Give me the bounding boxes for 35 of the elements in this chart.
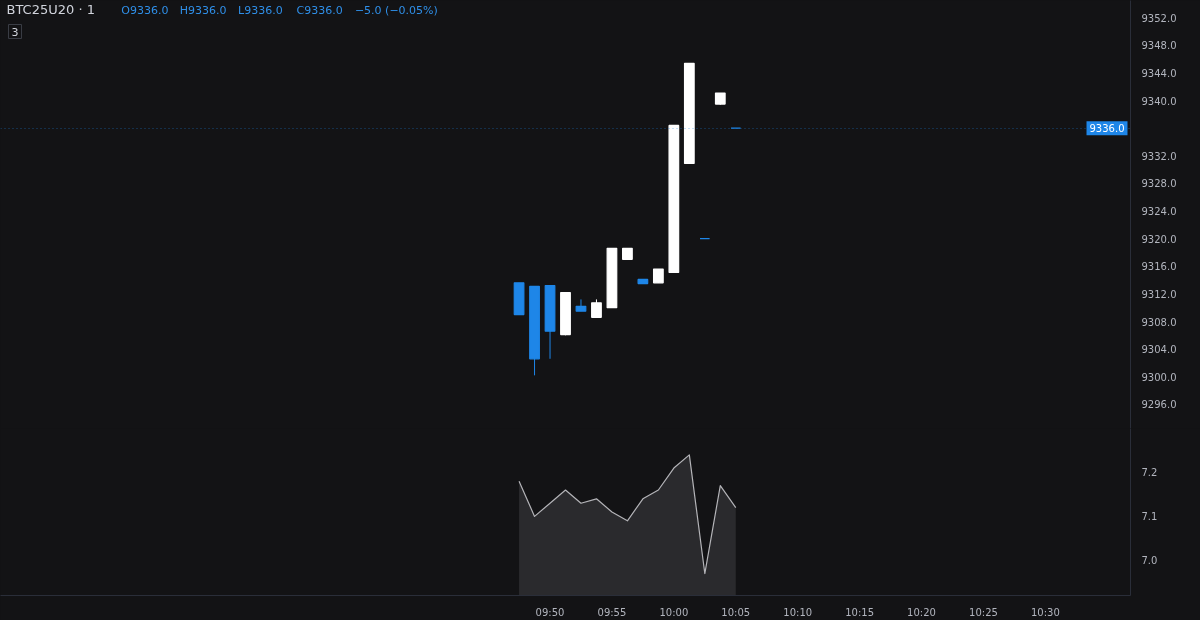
y-tick-label: 9344.0 — [1141, 67, 1177, 79]
annotation: H9336.0 — [179, 3, 227, 17]
annotation: 3 — [11, 25, 19, 39]
y-tick-label: 9308.0 — [1141, 316, 1177, 328]
y-tick-label: 9340.0 — [1141, 95, 1177, 107]
y-tick-label: 9316.0 — [1141, 261, 1177, 273]
x-tick-label: 10:00 — [659, 606, 689, 618]
y-tick-label: 9348.0 — [1141, 40, 1177, 52]
y-tick-label: 9328.0 — [1141, 178, 1177, 190]
x-tick-label: 10:10 — [783, 606, 813, 618]
x-tick-label: 10:15 — [845, 606, 875, 618]
x-tick-label: 10:25 — [969, 606, 998, 618]
y-tick-label: 7.0 — [1141, 555, 1158, 567]
y-tick-label: 9332.0 — [1141, 150, 1177, 162]
y-tick-label: 7.2 — [1141, 467, 1158, 479]
candlestick — [575, 298, 587, 312]
y-tick-label: 7.1 — [1141, 511, 1158, 523]
y-tick-label: 9300.0 — [1141, 371, 1177, 383]
y-tick-label: 9312.0 — [1141, 288, 1177, 300]
x-tick-label: 10:20 — [907, 606, 936, 618]
y-tick-label: 9352.0 — [1141, 12, 1177, 24]
annotation: BTC25U20 · 1 — [6, 1, 95, 17]
x-tick-label: 09:55 — [597, 606, 627, 618]
x-tick-label: 10:30 — [1030, 606, 1060, 618]
ref-line-label: 9336.0 — [1089, 123, 1125, 135]
x-tick-label: 10:05 — [721, 606, 751, 618]
annotation: O9336.0 — [121, 3, 169, 17]
annotation: C9336.0 — [296, 3, 343, 17]
annotation: L9336.0 — [238, 3, 283, 17]
y-tick-label: 9320.0 — [1141, 233, 1177, 245]
y-tick-label: 9324.0 — [1141, 206, 1177, 218]
y-tick-label: 9304.0 — [1141, 344, 1177, 356]
annotation: −5.0 (−0.05%) — [354, 3, 438, 17]
y-tick-label: 9296.0 — [1141, 399, 1177, 411]
x-tick-label: 09:50 — [535, 606, 565, 618]
